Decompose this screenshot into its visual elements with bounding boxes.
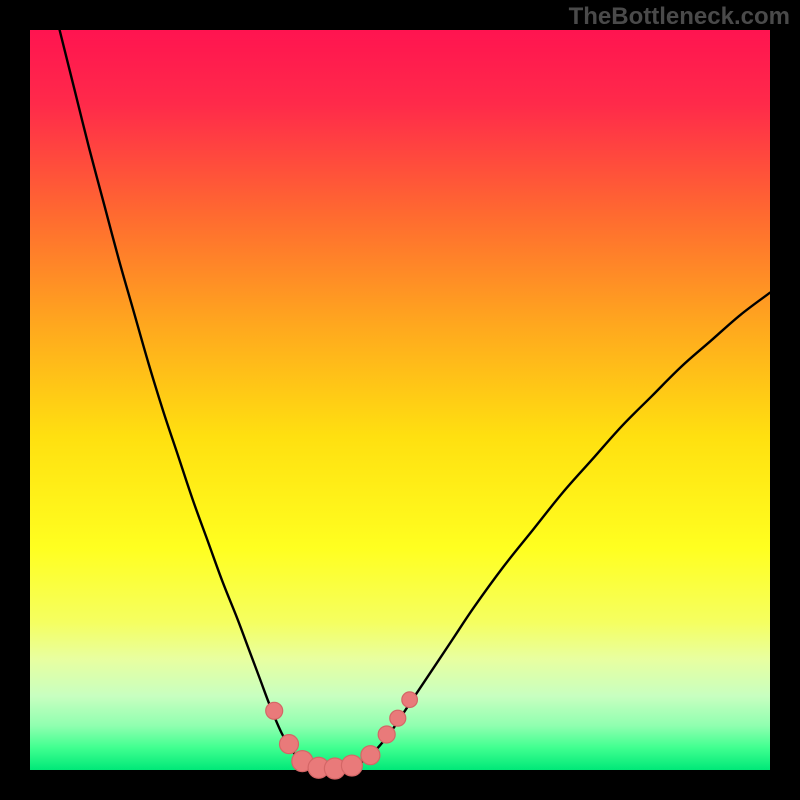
chart-plot-background <box>30 30 770 770</box>
bottleneck-marker <box>280 735 299 754</box>
bottleneck-marker <box>402 692 418 708</box>
bottleneck-marker <box>361 746 380 765</box>
watermark-text: TheBottleneck.com <box>569 3 790 30</box>
bottleneck-chart: TheBottleneck.com <box>0 0 800 800</box>
bottleneck-marker <box>390 710 406 726</box>
bottleneck-marker <box>341 755 362 776</box>
bottleneck-marker <box>266 702 283 719</box>
bottleneck-marker <box>378 726 395 743</box>
